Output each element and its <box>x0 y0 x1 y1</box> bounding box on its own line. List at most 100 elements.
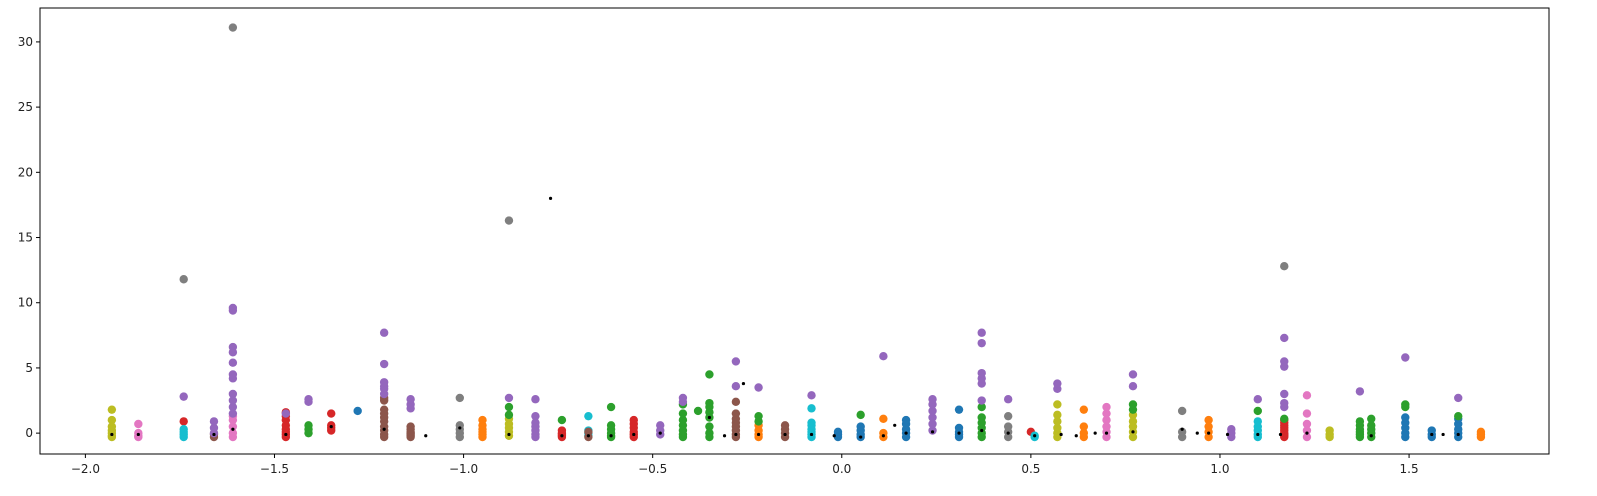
data-point <box>584 427 593 437</box>
data-point <box>954 405 964 414</box>
data-point <box>705 422 714 431</box>
black-marker-point <box>722 434 727 438</box>
data-point <box>531 411 540 421</box>
black-marker-point <box>1059 432 1063 437</box>
data-point <box>754 411 763 421</box>
y-tick-label: 20 <box>18 165 33 179</box>
data-point <box>1355 387 1365 396</box>
black-marker-point <box>741 381 746 386</box>
y-tick-label: 30 <box>18 35 33 49</box>
data-point <box>1204 422 1213 431</box>
data-point <box>705 428 714 438</box>
data-point <box>406 422 415 431</box>
x-tick-label: 0.5 <box>1021 462 1040 476</box>
data-point <box>504 402 514 412</box>
data-point <box>228 402 238 412</box>
x-tick-label: −1.5 <box>260 462 289 476</box>
data-point <box>327 409 336 418</box>
data-point <box>678 393 688 403</box>
data-point <box>856 410 865 420</box>
data-point <box>1302 426 1312 435</box>
black-marker-point <box>382 427 386 431</box>
x-tick-label: 1.0 <box>1210 462 1229 476</box>
data-point <box>1302 391 1312 400</box>
data-point <box>705 398 714 408</box>
data-point <box>1128 370 1138 379</box>
data-point <box>1053 400 1062 409</box>
black-marker-point <box>212 432 216 437</box>
black-marker-point <box>859 435 863 439</box>
black-marker-point <box>1305 431 1309 435</box>
data-point <box>504 410 514 420</box>
black-marker-point <box>707 415 712 420</box>
data-point <box>557 426 567 435</box>
data-point <box>1204 415 1213 425</box>
black-marker-point <box>1093 431 1097 435</box>
data-point <box>879 428 888 438</box>
black-marker-point <box>1207 431 1211 435</box>
data-point <box>977 338 986 348</box>
data-point <box>1302 409 1312 418</box>
data-point <box>228 428 238 438</box>
black-marker-point <box>1195 431 1199 435</box>
data-point <box>1128 381 1138 391</box>
black-marker-point <box>1256 432 1260 437</box>
black-marker-point <box>1441 432 1445 437</box>
data-point <box>833 427 843 437</box>
data-point <box>1102 402 1111 412</box>
data-point <box>928 413 937 422</box>
data-point <box>379 328 389 337</box>
black-marker-point <box>231 427 235 431</box>
data-point <box>1367 414 1376 423</box>
data-point <box>807 418 816 427</box>
black-marker-point <box>284 432 288 437</box>
data-point <box>1227 425 1236 434</box>
data-point <box>1102 409 1111 418</box>
data-point <box>977 402 986 412</box>
data-point <box>134 419 143 429</box>
x-tick-label: 0.0 <box>832 462 851 476</box>
data-point <box>807 391 816 400</box>
data-point <box>107 422 117 431</box>
data-point <box>1053 417 1062 426</box>
black-marker-point <box>586 434 590 438</box>
data-point <box>1302 432 1312 442</box>
black-marker-point <box>832 434 836 438</box>
x-tick-label: −0.5 <box>638 462 667 476</box>
data-point <box>209 417 219 426</box>
data-point <box>879 351 888 361</box>
data-point <box>353 406 362 416</box>
data-point <box>228 370 238 379</box>
data-point <box>304 395 313 404</box>
data-points-layer <box>107 23 1486 442</box>
data-point <box>228 23 238 32</box>
data-point <box>455 421 464 430</box>
data-point <box>179 417 188 426</box>
y-tick-label: 10 <box>18 296 33 310</box>
black-markers-layer <box>110 196 1460 439</box>
black-marker-point <box>980 428 984 433</box>
data-point <box>928 419 937 429</box>
data-point <box>656 421 665 430</box>
data-point <box>1427 426 1436 435</box>
black-marker-point <box>957 431 961 435</box>
data-point <box>606 402 616 412</box>
data-point <box>954 423 964 433</box>
black-marker-point <box>881 434 885 438</box>
data-point <box>807 404 816 413</box>
data-point <box>1454 393 1463 403</box>
data-point <box>1280 389 1289 399</box>
data-point <box>379 405 389 414</box>
data-point <box>1280 357 1289 366</box>
data-point <box>531 418 540 427</box>
black-marker-point <box>1430 432 1434 437</box>
y-tick-label: 25 <box>18 100 33 114</box>
black-marker-point <box>507 432 511 437</box>
y-axis: 0 5 10 15 20 25 30 <box>18 35 40 440</box>
data-point <box>977 328 986 337</box>
data-point <box>705 370 714 379</box>
data-point <box>228 303 238 313</box>
data-point <box>107 405 117 414</box>
data-point <box>1128 400 1138 409</box>
data-point <box>179 275 188 284</box>
